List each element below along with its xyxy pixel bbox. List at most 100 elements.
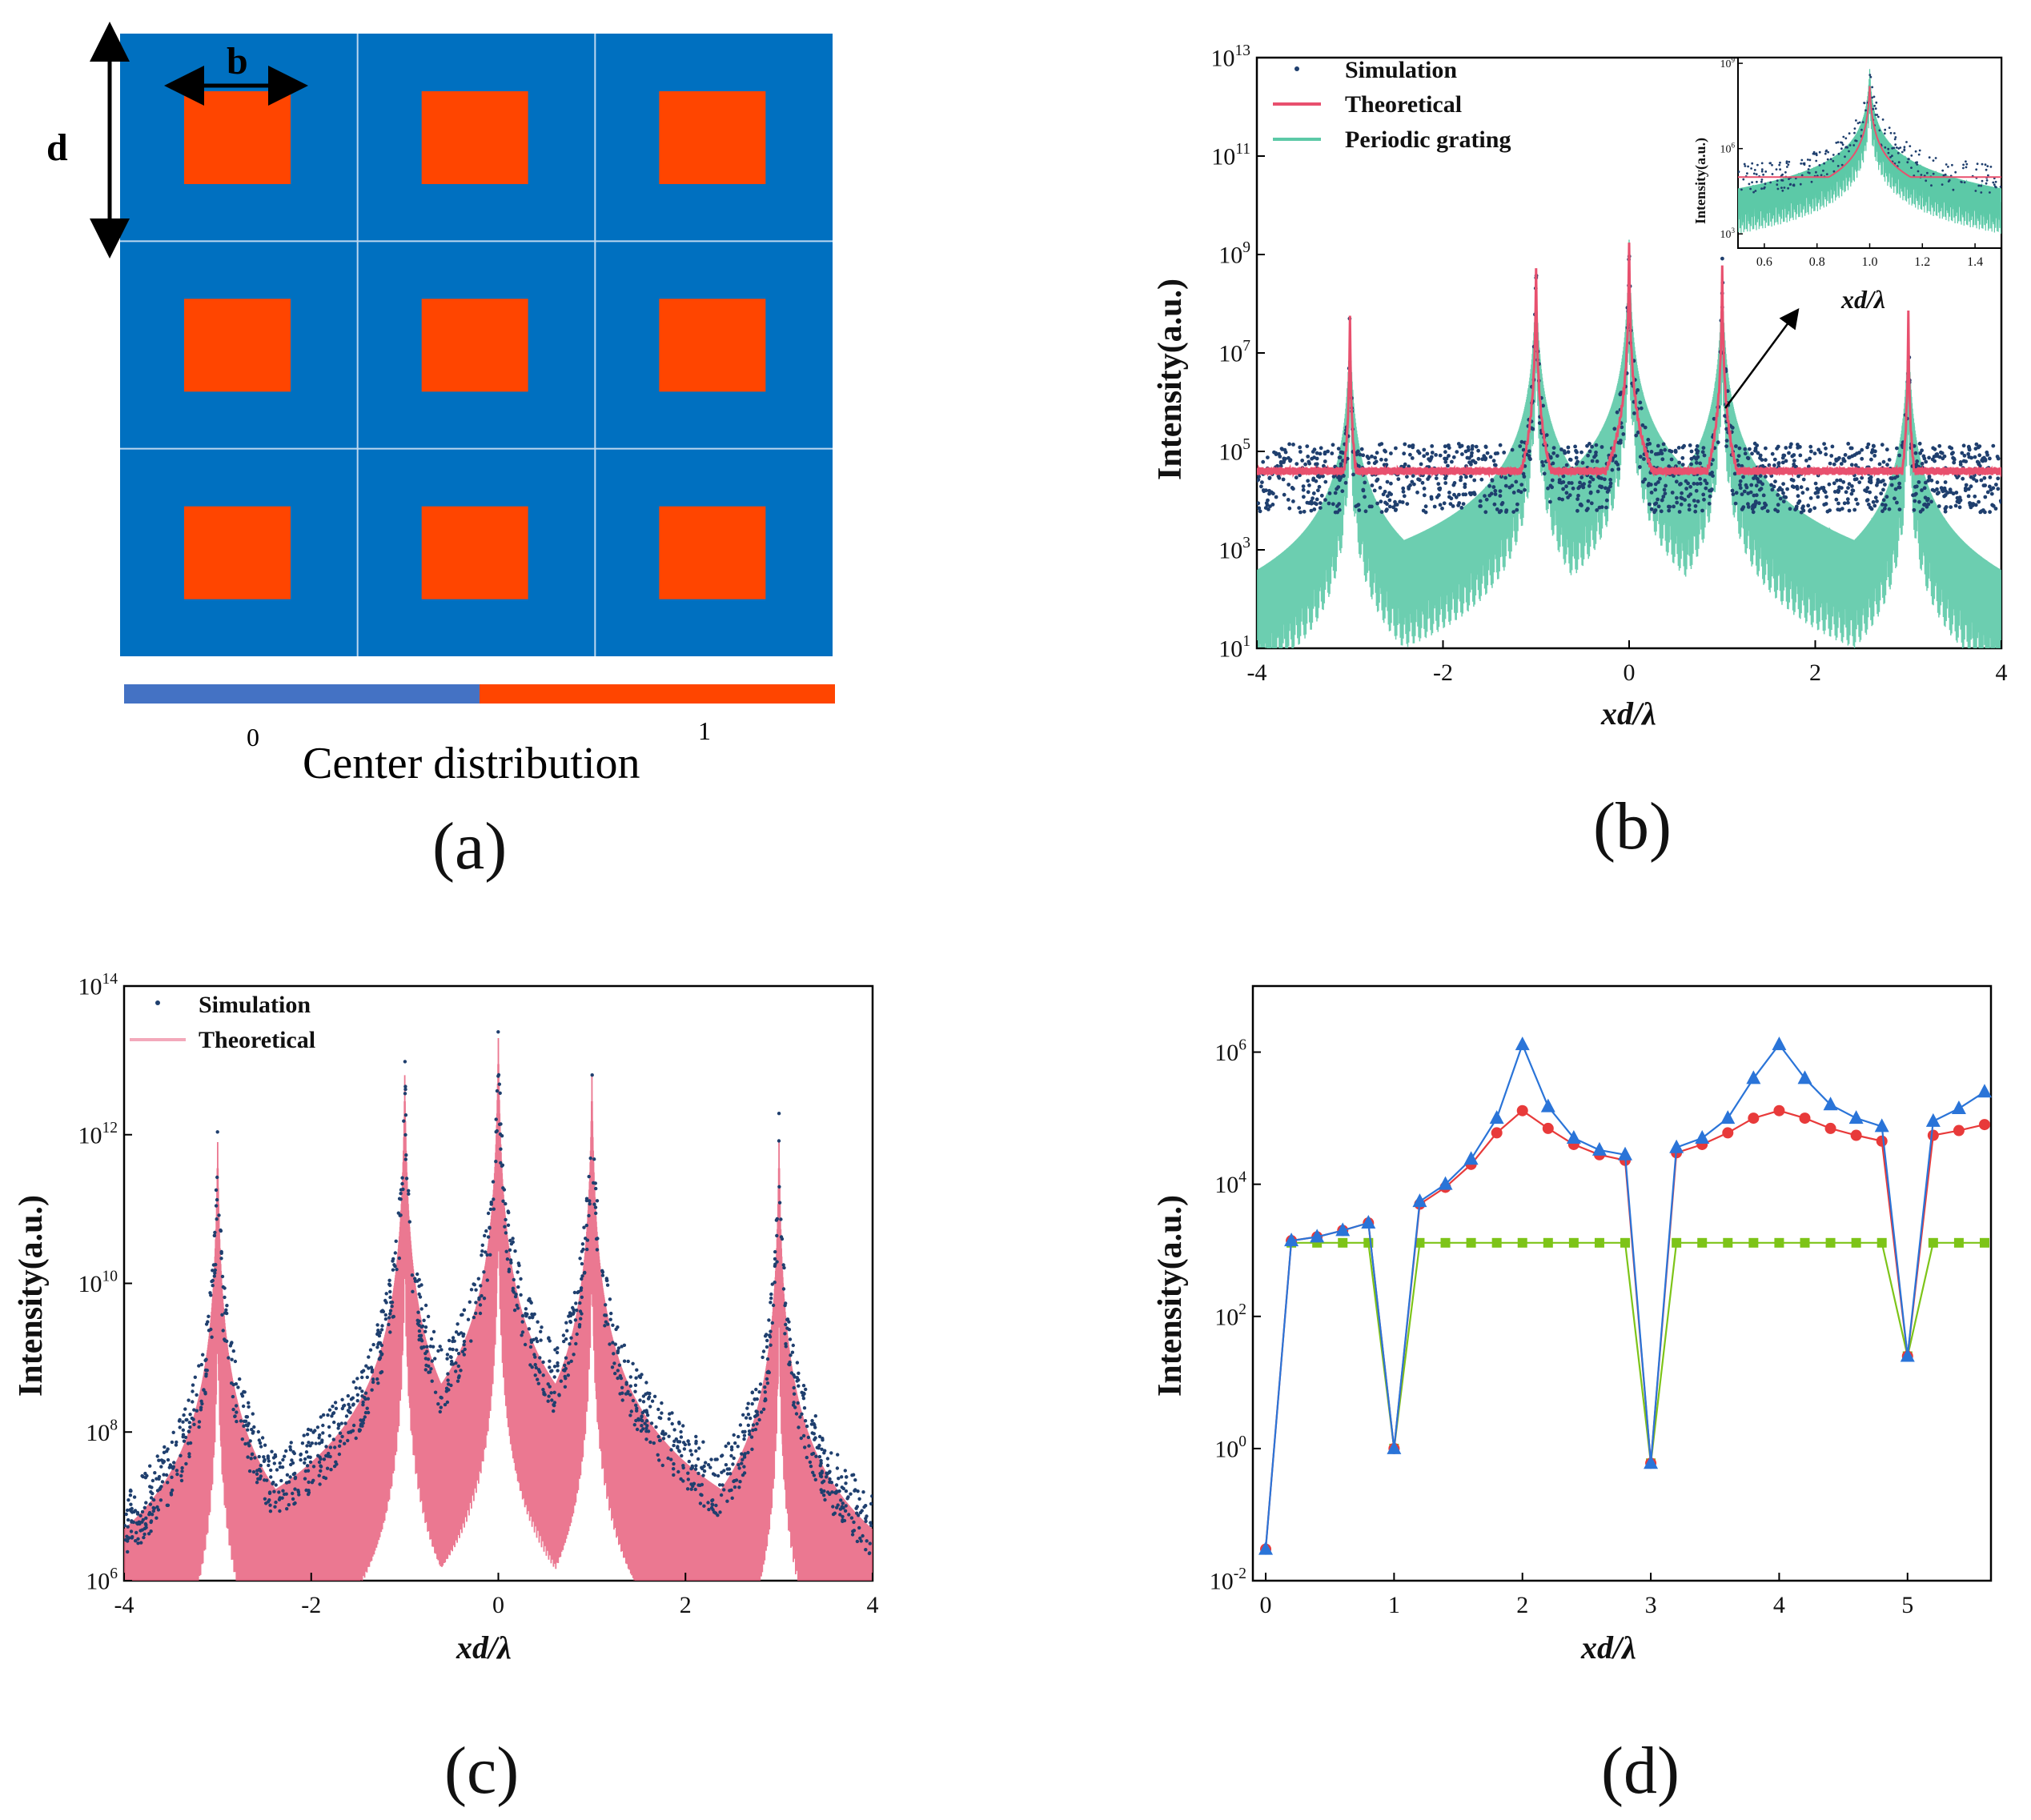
simulation-point [141,1517,145,1522]
simulation-point [775,1217,779,1221]
simulation-point [1720,256,1724,261]
blue-triangles-marker [1823,1096,1838,1111]
simulation-point [580,1274,584,1278]
inset-simulation-point [1846,146,1849,149]
y-tick-label: 108 [86,1417,118,1446]
simulation-point [1367,461,1371,465]
simulation-point [633,1389,637,1393]
simulation-point [206,1320,210,1324]
simulation-point [798,1415,802,1419]
simulation-point [1638,400,1643,405]
simulation-point [620,1385,624,1390]
simulation-point [540,1325,544,1329]
simulation-point [212,1233,217,1238]
simulation-point [1860,475,1864,480]
simulation-point [1463,449,1468,454]
red-circles-marker [1773,1104,1785,1116]
simulation-point [652,1441,656,1445]
blue-triangles-marker [1669,1139,1684,1153]
simulation-point [417,1277,421,1282]
simulation-point [1566,450,1571,455]
simulation-point [658,1438,662,1442]
simulation-point [541,1373,545,1377]
inset-simulation-point [1820,174,1823,177]
blue-triangles-marker [1772,1036,1787,1051]
simulation-point [1753,474,1758,478]
simulation-point [1333,510,1338,515]
simulation-point [1684,479,1688,483]
inset-simulation-point [1769,181,1772,184]
simulation-point [1561,487,1565,491]
simulation-point [1429,495,1434,499]
simulation-point [513,1249,517,1253]
simulation-point [1790,454,1795,459]
simulation-point [843,1509,848,1513]
simulation-point [1323,459,1327,463]
simulation-point [249,1457,253,1461]
simulation-point [332,1420,336,1425]
simulation-point [1616,440,1621,445]
simulation-point [1268,504,1272,508]
simulation-point [588,1157,592,1161]
simulation-point [741,1473,745,1477]
simulation-point [1953,503,1958,508]
simulation-point [1943,480,1948,484]
simulation-point [1566,445,1571,450]
simulation-point [702,1504,706,1508]
simulation-point [742,1437,746,1441]
simulation-point [425,1349,429,1353]
simulation-point [346,1438,350,1443]
simulation-point [439,1395,443,1400]
simulation-point [494,1117,498,1121]
simulation-point [587,1213,591,1218]
inset-simulation-point [1893,132,1896,134]
simulation-point [700,1482,704,1487]
inset-simulation-point [1903,148,1906,151]
inset-simulation-point [1856,122,1860,125]
simulation-point [263,1443,267,1447]
simulation-point [1877,462,1882,467]
simulation-point [280,1496,284,1500]
simulation-point [530,1365,534,1369]
simulation-point [584,1197,589,1201]
inset-x-axis-title: xd/λ [1840,285,1885,314]
inset-simulation-point [1888,126,1891,130]
simulation-point [567,1314,571,1318]
simulation-point [225,1311,229,1316]
simulation-point [1578,480,1582,485]
simulation-point [612,1352,616,1356]
simulation-point [1637,465,1642,469]
simulation-point [1550,485,1554,490]
red-circles-marker [1953,1124,1965,1136]
simulation-point [644,1429,648,1433]
simulation-point [844,1481,848,1485]
simulation-point [1358,452,1363,457]
simulation-point [371,1342,375,1347]
simulation-point [1449,496,1454,501]
simulation-point [133,1509,138,1513]
simulation-point [307,1455,311,1459]
simulation-point [1546,486,1550,491]
simulation-point [426,1314,431,1319]
simulation-point [528,1345,533,1349]
simulation-point [150,1485,154,1489]
inset-simulation-point [1764,182,1767,186]
simulation-point [1849,463,1854,467]
simulation-point [390,1305,394,1309]
simulation-point [784,1345,788,1349]
simulation-point [733,1485,737,1489]
simulation-point [1784,446,1788,450]
simulation-point [1846,486,1850,490]
simulation-point [1677,510,1682,514]
simulation-point [1580,483,1585,487]
simulation-point [425,1345,429,1349]
simulation-point [1257,501,1261,506]
panel-a: d b 0 1 Center distribution (a) [46,21,835,884]
simulation-point [431,1345,436,1349]
simulation-point [433,1357,437,1361]
simulation-point [1943,493,1948,497]
simulation-point [303,1477,307,1481]
simulation-point [162,1473,166,1477]
simulation-point [775,1233,779,1238]
